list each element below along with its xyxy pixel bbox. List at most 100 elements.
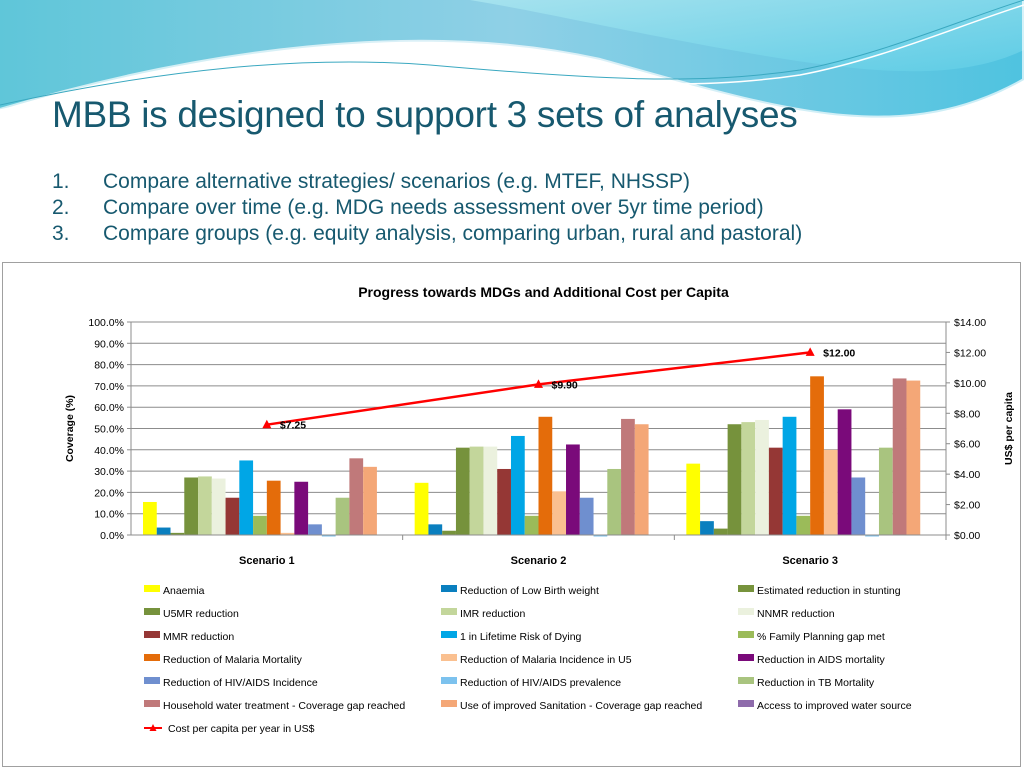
bar bbox=[143, 501, 157, 535]
bullet-item: 2. Compare over time (e.g. MDG needs asse… bbox=[52, 195, 802, 221]
bar bbox=[253, 515, 267, 535]
x-tick-label: Scenario 2 bbox=[511, 555, 567, 567]
data-label: $7.25 bbox=[280, 420, 306, 432]
y-tick-label: 20.0% bbox=[94, 487, 124, 499]
legend-label: Estimated reduction in stunting bbox=[757, 585, 901, 597]
bullet-number: 3. bbox=[52, 222, 70, 245]
y2-tick-label: $6.00 bbox=[954, 439, 980, 451]
legend-swatch bbox=[738, 700, 754, 707]
bar bbox=[700, 521, 714, 535]
bar bbox=[335, 497, 350, 535]
legend-swatch bbox=[144, 585, 160, 592]
legend-label: Reduction of HIV/AIDS prevalence bbox=[460, 677, 621, 689]
bar bbox=[266, 480, 281, 535]
bullet-list: 1. Compare alternative strategies/ scenar… bbox=[52, 169, 802, 247]
legend-swatch bbox=[738, 608, 754, 615]
header-wave-decoration bbox=[0, 0, 1024, 120]
legend-swatch bbox=[738, 585, 754, 592]
bullet-text: Compare alternative strategies/ scenario… bbox=[103, 170, 691, 193]
legend-label: IMR reduction bbox=[460, 608, 526, 620]
bullet-text: Compare over time (e.g. MDG needs assess… bbox=[103, 196, 764, 219]
bar bbox=[727, 424, 742, 535]
y-tick-label: 100.0% bbox=[88, 317, 124, 329]
bar bbox=[878, 447, 893, 535]
x-tick-label: Scenario 3 bbox=[782, 555, 838, 567]
bar bbox=[552, 491, 567, 535]
legend-swatch bbox=[144, 608, 160, 615]
legend-label: Anaemia bbox=[163, 585, 205, 597]
y-tick-label: 40.0% bbox=[94, 445, 124, 457]
y-tick-label: 70.0% bbox=[94, 381, 124, 393]
bar bbox=[686, 463, 701, 535]
bar bbox=[211, 478, 226, 535]
legend-swatch bbox=[441, 677, 457, 684]
legend-triangle-icon bbox=[149, 724, 157, 731]
bar bbox=[621, 418, 635, 535]
bar bbox=[225, 497, 240, 535]
y2-tick-label: $8.00 bbox=[954, 408, 980, 420]
legend-label: Cost per capita per year in US$ bbox=[168, 723, 315, 735]
bar bbox=[851, 477, 866, 535]
bar bbox=[308, 524, 322, 535]
bar bbox=[510, 435, 525, 535]
bar bbox=[349, 458, 364, 535]
y2-tick-label: $4.00 bbox=[954, 469, 980, 481]
bar bbox=[713, 528, 728, 535]
bar bbox=[414, 482, 429, 535]
legend-label: % Family Planning gap met bbox=[757, 631, 885, 643]
bullet-number: 2. bbox=[52, 196, 70, 219]
legend-label: Reduction in TB Mortality bbox=[757, 677, 875, 689]
legend-label: NNMR reduction bbox=[757, 608, 835, 620]
legend-swatch bbox=[441, 631, 457, 638]
bar bbox=[906, 380, 921, 535]
y2-tick-label: $14.00 bbox=[954, 317, 986, 329]
bullet-text: Compare groups (e.g. equity analysis, co… bbox=[103, 222, 803, 245]
y2-tick-label: $0.00 bbox=[954, 530, 980, 542]
legend-label: Access to improved water source bbox=[757, 700, 912, 712]
bar bbox=[566, 444, 580, 535]
bar bbox=[524, 515, 539, 535]
bar bbox=[156, 527, 171, 535]
cost-line bbox=[266, 351, 811, 426]
legend-swatch bbox=[144, 700, 160, 707]
y-axis-label: Coverage (%) bbox=[64, 395, 76, 462]
y-tick-label: 10.0% bbox=[94, 509, 124, 521]
legend-label: Reduction of Malaria Incidence in U5 bbox=[460, 654, 632, 666]
legend-swatch bbox=[441, 700, 457, 707]
bar bbox=[280, 532, 295, 535]
triangle-marker-icon bbox=[534, 379, 543, 388]
legend-label: MMR reduction bbox=[163, 631, 234, 643]
bar bbox=[837, 409, 852, 535]
data-label: $9.90 bbox=[552, 379, 578, 391]
legend-label: U5MR reduction bbox=[163, 608, 239, 620]
combo-chart: Progress towards MDGs and Additional Cos… bbox=[64, 284, 1015, 735]
y-tick-label: 90.0% bbox=[94, 338, 124, 350]
bar bbox=[363, 466, 377, 535]
y2-tick-label: $12.00 bbox=[954, 347, 986, 359]
bar bbox=[497, 468, 511, 535]
bar bbox=[455, 447, 470, 535]
legend-label: Use of improved Sanitation - Coverage ga… bbox=[460, 700, 702, 712]
y-tick-label: 0.0% bbox=[100, 530, 124, 542]
bullet-item: 3. Compare groups (e.g. equity analysis, … bbox=[52, 221, 802, 247]
legend-swatch bbox=[144, 654, 160, 661]
chart-container: Progress towards MDGs and Additional Cos… bbox=[2, 262, 1021, 767]
legend-label: 1 in Lifetime Risk of Dying bbox=[460, 631, 582, 643]
bar bbox=[469, 446, 484, 535]
bar bbox=[198, 476, 212, 535]
legend-label: Reduction in AIDS mortality bbox=[757, 654, 886, 666]
y-tick-label: 50.0% bbox=[94, 424, 124, 436]
bar bbox=[634, 424, 649, 535]
legend-label: Reduction of Low Birth weight bbox=[460, 585, 599, 597]
bar bbox=[483, 446, 498, 535]
bar bbox=[239, 460, 254, 535]
legend-swatch bbox=[441, 585, 457, 592]
bar bbox=[538, 416, 553, 535]
bar bbox=[782, 416, 797, 535]
bullet-number: 1. bbox=[52, 170, 70, 193]
legend-label: Household water treatment - Coverage gap… bbox=[163, 700, 405, 712]
data-label: $12.00 bbox=[823, 347, 855, 359]
legend-swatch bbox=[441, 654, 457, 661]
bar bbox=[579, 497, 594, 535]
bar bbox=[170, 532, 185, 535]
